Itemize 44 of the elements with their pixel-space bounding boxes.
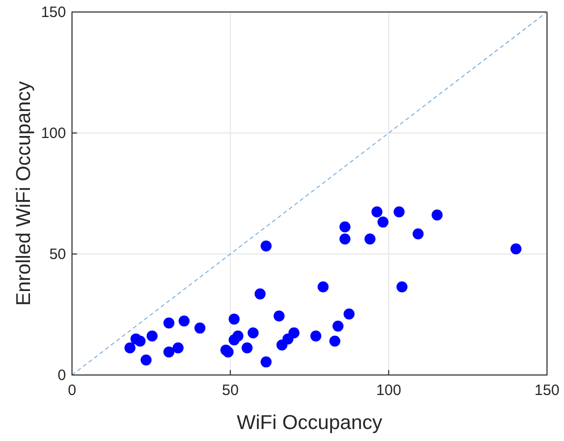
x-tick-label: 150 <box>534 382 560 399</box>
point <box>260 240 272 252</box>
point <box>254 288 266 300</box>
point <box>318 281 329 292</box>
point <box>228 314 240 325</box>
point <box>274 310 285 322</box>
point <box>124 342 136 354</box>
point <box>396 281 408 292</box>
point <box>344 308 355 320</box>
point <box>432 210 443 221</box>
point <box>412 228 424 240</box>
point <box>178 316 190 327</box>
point <box>371 206 382 218</box>
x-axis-title: WiFi Occupancy <box>236 412 382 434</box>
y-tick-label: 150 <box>40 4 66 21</box>
x-tick-label: 0 <box>68 382 76 399</box>
point <box>510 243 522 254</box>
point <box>339 221 350 232</box>
point <box>163 317 174 328</box>
point <box>260 356 272 368</box>
point <box>194 322 206 334</box>
x-tick-label: 50 <box>222 382 239 399</box>
point <box>394 206 405 218</box>
point <box>222 346 234 358</box>
point <box>329 336 340 347</box>
point <box>248 327 259 338</box>
y-tick-label: 100 <box>40 125 66 142</box>
y-tick-label: 0 <box>58 367 66 384</box>
x-tick-label: 100 <box>376 382 402 399</box>
point <box>242 342 253 354</box>
point <box>140 354 152 366</box>
y-tick-label: 50 <box>49 246 66 263</box>
point <box>288 327 300 338</box>
point <box>339 233 350 244</box>
point <box>232 330 244 342</box>
point <box>364 233 376 244</box>
point <box>163 346 174 358</box>
point <box>172 342 184 354</box>
point <box>332 320 344 332</box>
y-axis-title: Enrolled WiFi Occupancy <box>13 81 35 306</box>
point <box>146 330 158 342</box>
point <box>377 216 388 228</box>
point <box>134 336 146 347</box>
point <box>310 330 322 342</box>
